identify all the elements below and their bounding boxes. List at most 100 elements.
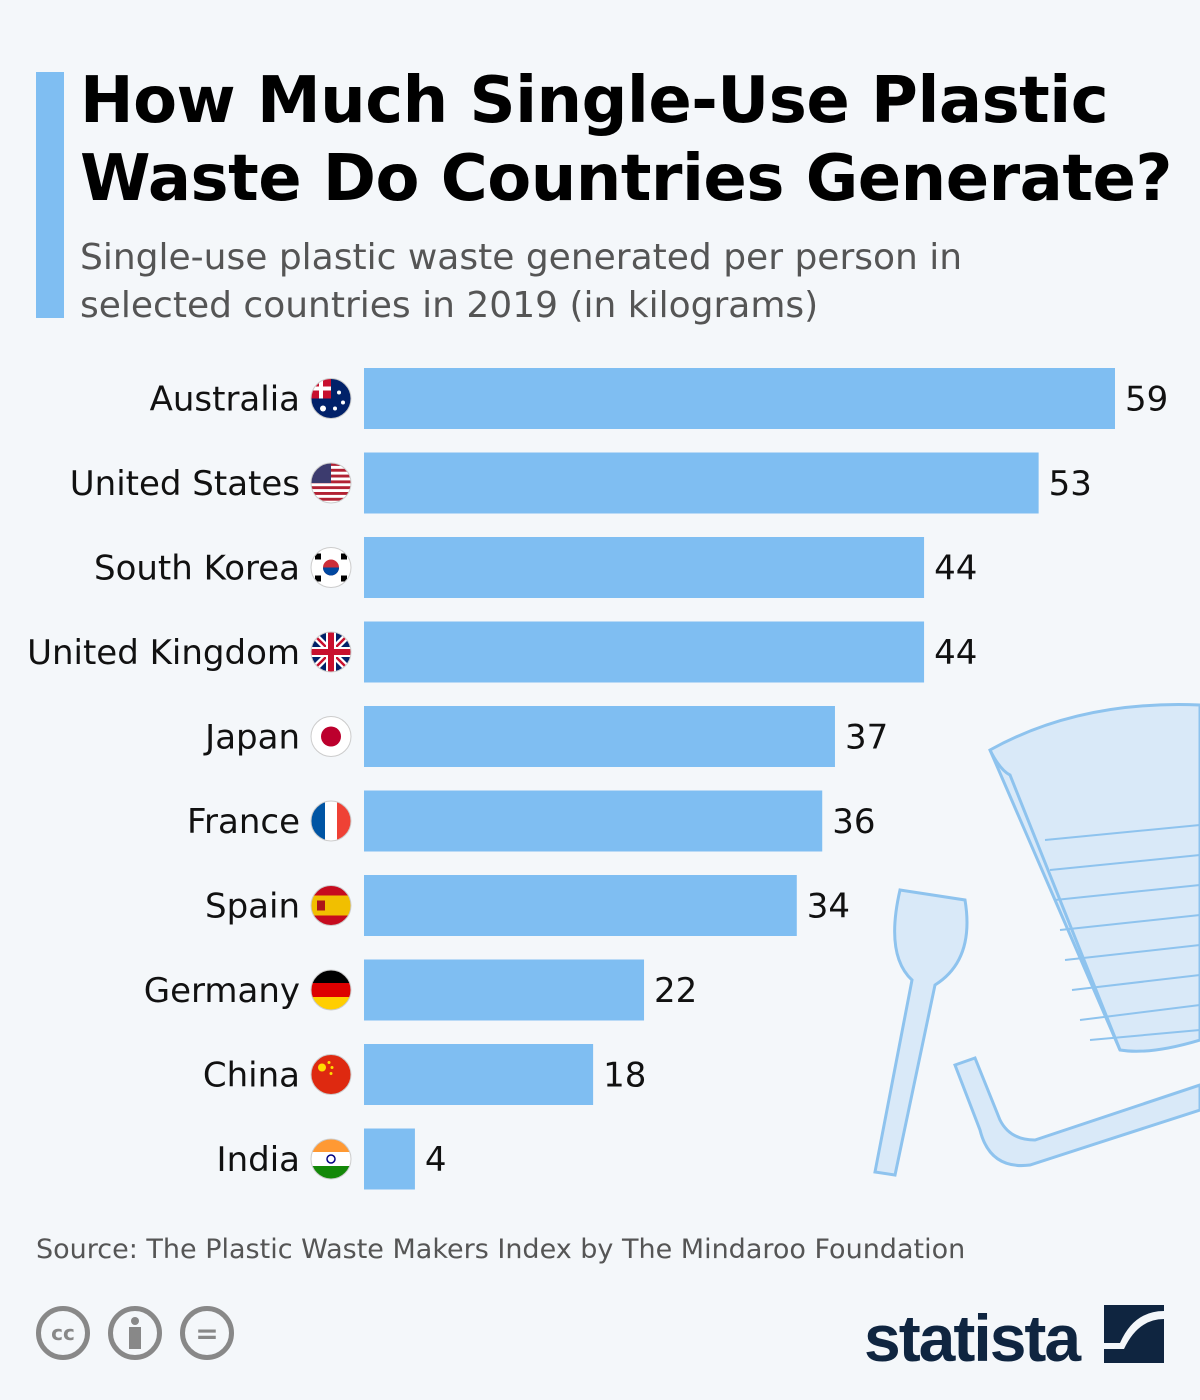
flag-icon-au (310, 378, 352, 419)
source-note: Source: The Plastic Waste Makers Index b… (36, 1234, 966, 1265)
flag-stripe (315, 553, 321, 560)
value-label: 36 (832, 802, 875, 842)
bar (364, 537, 925, 598)
flag-stripe (311, 649, 351, 655)
flag-icon-es (310, 885, 352, 926)
bar-group-united-states: United States 53 (70, 452, 1092, 514)
flag-body (311, 716, 351, 757)
value-label: 59 (1125, 380, 1168, 420)
flag-stripe (311, 885, 351, 896)
flag-dot (327, 1061, 331, 1064)
flag-stripe (311, 492, 351, 495)
no-derivatives-icon[interactable]: = (180, 1306, 234, 1360)
flag-icon-jp (310, 716, 352, 757)
page-title: How Much Single-Use Plastic Waste Do Cou… (80, 64, 1172, 216)
flag-stripe (311, 801, 325, 841)
flag-stripe (311, 386, 331, 391)
category-label: India (217, 1140, 300, 1180)
category-label: Germany (144, 971, 300, 1011)
flag-dot (318, 1063, 326, 1072)
bar-group-india: India 4 (217, 1128, 447, 1190)
value-label: 53 (1049, 464, 1092, 504)
flag-icon-in (310, 1138, 352, 1180)
bar (364, 452, 1039, 514)
bar (364, 368, 1115, 429)
value-label: 34 (807, 887, 850, 927)
nd-icon-text: = (195, 1316, 219, 1350)
flag-body (311, 378, 351, 419)
value-label: 22 (654, 971, 697, 1011)
flag-stripe (311, 997, 351, 1010)
flag-body (311, 885, 351, 926)
flag-icon-cn (310, 1054, 352, 1095)
flag-dot (330, 1066, 334, 1069)
flag-icon-uk (310, 631, 352, 673)
flag-border (310, 378, 352, 419)
bar (364, 1128, 415, 1190)
category-label: France (187, 802, 300, 842)
value-label: 44 (934, 549, 977, 589)
bar-group-china: China 18 (203, 1044, 646, 1105)
category-label: United Kingdom (27, 633, 300, 673)
flag-yin (323, 567, 339, 576)
bar-group-france: France 36 (187, 790, 876, 852)
flag-border (310, 1138, 352, 1180)
flag-icon-de (310, 969, 352, 1011)
value-label: 44 (934, 633, 977, 673)
flag-icon-us (310, 462, 352, 504)
attribution-icon[interactable] (108, 1306, 162, 1360)
flag-dot (337, 390, 341, 395)
creative-commons-icon[interactable]: cc (36, 1306, 90, 1360)
flag-body (311, 1054, 351, 1095)
bar (364, 706, 835, 767)
bar (364, 959, 645, 1021)
flag-stripe (311, 486, 351, 490)
flag-stripe (315, 575, 321, 582)
category-label: Australia (150, 380, 300, 420)
category-label: Spain (205, 887, 300, 927)
flag-stripe (341, 553, 347, 560)
category-label: South Korea (94, 549, 300, 589)
flag-body (311, 1139, 351, 1179)
flag-dot (333, 406, 337, 411)
bar-group-south-korea: South Korea 44 (94, 537, 977, 598)
flag-border (310, 885, 352, 926)
statista-logo-mark-icon (1104, 1305, 1164, 1363)
flag-dot (341, 400, 345, 405)
bar (364, 621, 925, 683)
title-accent-bar (36, 72, 64, 318)
flag-stripe (317, 900, 325, 911)
flag-border (310, 1054, 352, 1095)
flag-border (310, 547, 352, 588)
bar (364, 875, 797, 936)
bar-group-germany: Germany 22 (144, 959, 697, 1021)
flag-border (310, 716, 352, 757)
flag-stripe (311, 497, 351, 501)
flag-stripe (311, 915, 351, 926)
flag-stripe (337, 801, 351, 841)
flag-border (310, 969, 352, 1011)
flag-stripe (311, 1166, 351, 1179)
flag-chakra (326, 1154, 336, 1164)
statista-logo[interactable]: statista (864, 1301, 1081, 1375)
flag-body (311, 970, 351, 1010)
category-label: China (203, 1056, 300, 1096)
bar (364, 790, 823, 852)
flag-border (310, 631, 352, 673)
flag-stripe (311, 1139, 351, 1152)
category-label: United States (70, 464, 300, 504)
person-icon (129, 1317, 141, 1349)
flag-dot (320, 405, 326, 412)
value-label: 4 (425, 1140, 447, 1180)
flag-icon-fr (310, 800, 352, 842)
flag-stripe (311, 970, 351, 983)
bar-group-australia: Australia 59 (150, 368, 1168, 429)
flag-body (311, 463, 351, 503)
value-label: 18 (603, 1056, 646, 1096)
flag-border (310, 800, 352, 842)
flag-stripe (341, 575, 347, 582)
flag-body (311, 547, 351, 588)
bar-group-japan: Japan 37 (203, 706, 888, 767)
